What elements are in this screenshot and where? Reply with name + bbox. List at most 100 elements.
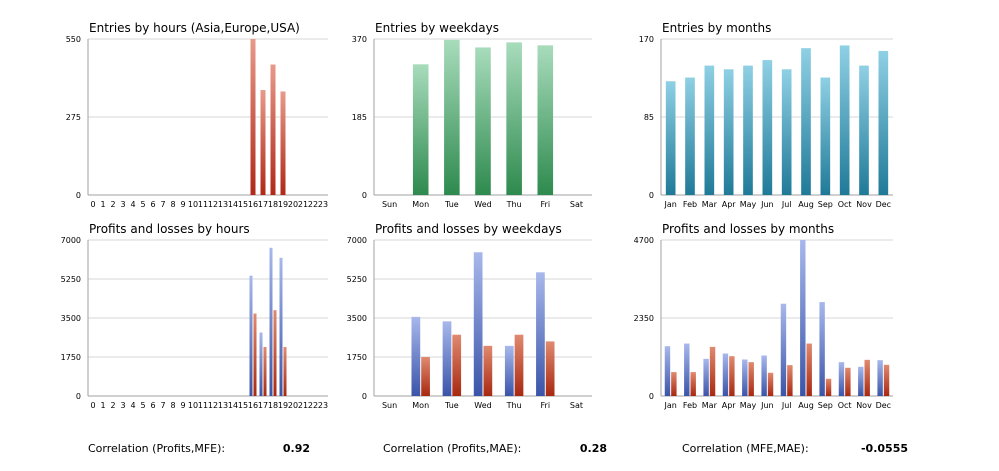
x-tick-label: 7 bbox=[160, 401, 165, 410]
x-tick-label: 22 bbox=[308, 401, 318, 410]
y-tick-label: 275 bbox=[66, 113, 81, 122]
entries-by-weekdays-chart: 0 185 370 Sun Mon Tue Wed Thu Fri Sat bbox=[352, 35, 592, 209]
x-tick-label: May bbox=[740, 401, 757, 410]
x-tick-label: Nov bbox=[856, 200, 872, 209]
x-tick-label: 14 bbox=[228, 200, 238, 209]
x-tick-label: 3 bbox=[120, 200, 125, 209]
x-tick-label: 18 bbox=[268, 200, 278, 209]
y-tick-label: 2350 bbox=[634, 314, 654, 323]
x-tick-label: Sep bbox=[818, 401, 833, 410]
x-tick-label: 3 bbox=[120, 401, 125, 410]
x-tick-label: 15 bbox=[238, 200, 248, 209]
x-tick-label: 2 bbox=[110, 200, 115, 209]
x-tick-label: 11 bbox=[198, 200, 208, 209]
correlation-label-mfe-mae: Correlation (MFE,MAE): bbox=[682, 442, 809, 455]
loss-bar bbox=[709, 346, 716, 396]
loss-bar bbox=[787, 365, 793, 396]
bar bbox=[412, 64, 429, 195]
x-tick-label: 12 bbox=[208, 200, 218, 209]
x-tick-label: 10 bbox=[188, 401, 198, 410]
bar bbox=[444, 39, 460, 195]
y-tick-label: 5250 bbox=[347, 275, 367, 284]
profit-bar bbox=[819, 302, 825, 396]
y-tick-label: 3500 bbox=[347, 314, 367, 323]
loss-bar bbox=[514, 334, 524, 396]
x-tick-label: Mar bbox=[702, 401, 718, 410]
x-tick-label: 8 bbox=[170, 200, 175, 209]
profit-bar bbox=[800, 240, 806, 396]
pl-by-months-chart: 0 2350 4700 Jan Feb Mar Apr May Jun Jul Aug Sep Oct N… bbox=[634, 236, 893, 410]
bar bbox=[665, 81, 676, 195]
bar bbox=[859, 65, 869, 196]
x-tick-label: Sun bbox=[382, 401, 397, 410]
x-tick-label: 7 bbox=[160, 200, 165, 209]
y-tick-label: 1750 bbox=[61, 353, 81, 362]
x-tick-label: 16 bbox=[248, 200, 258, 209]
bar bbox=[839, 45, 850, 196]
profit-bar bbox=[858, 366, 864, 396]
x-tick-label: 19 bbox=[278, 401, 288, 410]
loss-bar bbox=[263, 346, 267, 396]
y-tick-label: 0 bbox=[76, 191, 81, 200]
correlation-label-profits-mae: Correlation (Profits,MAE): bbox=[383, 442, 522, 455]
loss-bar bbox=[748, 362, 754, 396]
profit-bar bbox=[473, 252, 483, 396]
entries-by-months-chart: 0 85 170 Jan Feb Mar Apr May Jun Jul Aug Sep Oct Nov D… bbox=[639, 35, 893, 209]
correlation-value-mfe-mae: -0.0555 bbox=[860, 442, 908, 455]
profit-bar bbox=[838, 362, 845, 396]
chart-title-entries-weekdays: Entries by weekdays bbox=[375, 21, 499, 35]
x-tick-label: 6 bbox=[150, 401, 155, 410]
profit-bar bbox=[684, 343, 690, 396]
x-tick-label: Dec bbox=[876, 401, 891, 410]
loss-bar bbox=[452, 334, 462, 396]
x-tick-label: 5 bbox=[140, 200, 145, 209]
chart-title-pl-months: Profits and losses by months bbox=[662, 222, 835, 236]
profit-bar bbox=[504, 345, 514, 396]
y-tick-label: 0 bbox=[362, 392, 367, 401]
chart-title-entries-hours: Entries by hours (Asia,Europe,USA) bbox=[89, 21, 300, 35]
loss-bar bbox=[825, 378, 832, 396]
x-tick-label: 5 bbox=[140, 401, 145, 410]
x-tick-label: Fri bbox=[541, 401, 551, 410]
y-tick-label: 5250 bbox=[61, 275, 81, 284]
bar bbox=[762, 60, 773, 195]
x-tick-label: Apr bbox=[722, 401, 737, 410]
x-tick-label: Mon bbox=[412, 200, 429, 209]
chart-title-pl-weekdays: Profits and losses by weekdays bbox=[375, 222, 562, 236]
y-tick-label: 0 bbox=[362, 191, 367, 200]
x-tick-label: Tue bbox=[444, 401, 459, 410]
profit-bar bbox=[249, 275, 253, 396]
loss-bar bbox=[671, 372, 677, 396]
x-tick-label: Oct bbox=[838, 401, 852, 410]
x-tick-label: Jul bbox=[781, 401, 792, 410]
x-tick-label: Tue bbox=[444, 200, 459, 209]
x-tick-label: 20 bbox=[288, 401, 298, 410]
x-tick-label: Mon bbox=[412, 401, 429, 410]
pl-by-weekdays-chart: 0 1750 3500 5250 7000 Sun Mon Tue Wed Thu Fri Sat bbox=[347, 236, 592, 410]
y-tick-label: 170 bbox=[639, 35, 654, 44]
x-tick-label: 1 bbox=[100, 200, 105, 209]
x-tick-label: Jan bbox=[663, 200, 676, 209]
loss-bar bbox=[483, 345, 493, 396]
correlation-label-profits-mfe: Correlation (Profits,MFE): bbox=[88, 442, 226, 455]
x-tick-label: 21 bbox=[298, 401, 308, 410]
profit-bar bbox=[411, 316, 421, 396]
loss-bar bbox=[283, 346, 287, 396]
x-tick-label: Aug bbox=[798, 200, 814, 209]
x-tick-label: Sat bbox=[570, 401, 583, 410]
y-tick-label: 1750 bbox=[347, 353, 367, 362]
y-tick-label: 370 bbox=[352, 35, 367, 44]
x-tick-label: 22 bbox=[308, 200, 318, 209]
bar bbox=[475, 47, 491, 195]
x-tick-label: May bbox=[740, 200, 757, 209]
y-tick-label: 0 bbox=[76, 392, 81, 401]
x-tick-label: 2 bbox=[110, 401, 115, 410]
chart-title-entries-months: Entries by months bbox=[662, 21, 772, 35]
profit-bar bbox=[722, 353, 729, 396]
x-tick-label: Aug bbox=[798, 401, 814, 410]
bar bbox=[537, 45, 554, 195]
x-tick-label: Mar bbox=[702, 200, 718, 209]
x-tick-label: Jan bbox=[663, 401, 676, 410]
loss-bar bbox=[690, 372, 696, 396]
y-tick-label: 3500 bbox=[61, 314, 81, 323]
